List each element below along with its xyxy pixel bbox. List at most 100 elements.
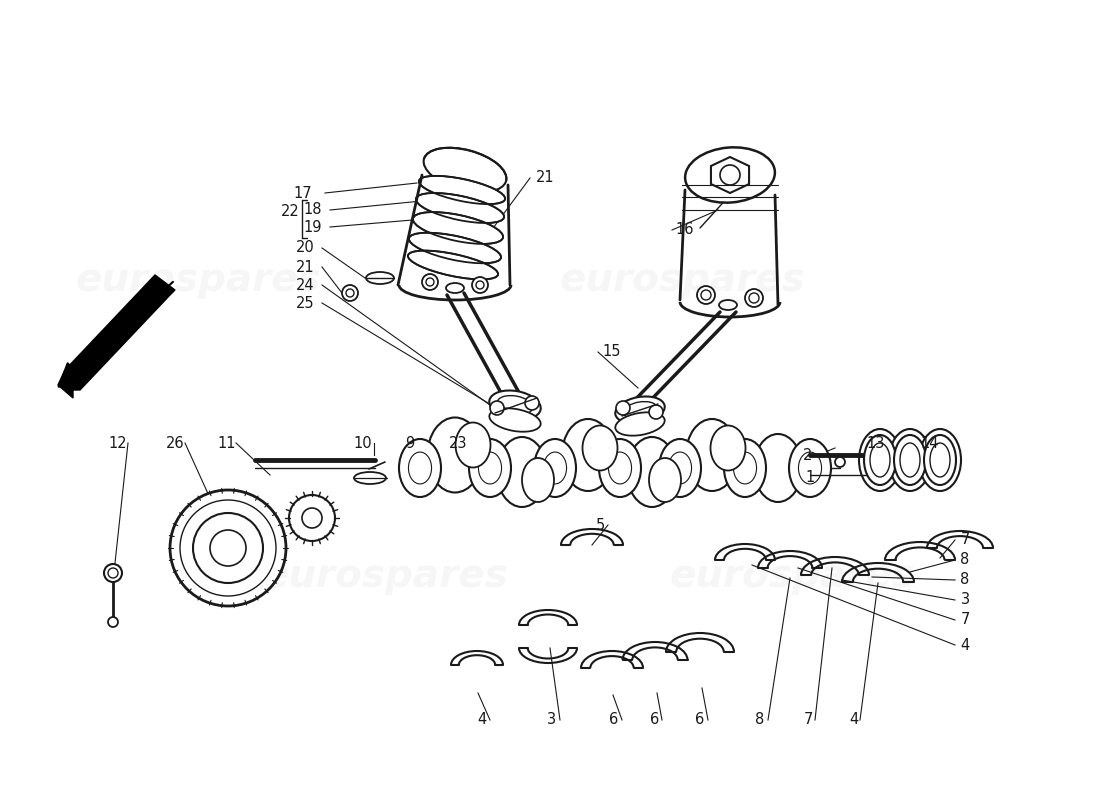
Ellipse shape xyxy=(889,429,931,491)
Circle shape xyxy=(720,165,740,185)
Text: 15: 15 xyxy=(603,345,622,359)
Ellipse shape xyxy=(490,390,541,419)
Text: 17: 17 xyxy=(294,186,312,201)
Ellipse shape xyxy=(409,233,500,263)
Ellipse shape xyxy=(497,437,547,507)
Text: 16: 16 xyxy=(675,222,694,238)
Text: 26: 26 xyxy=(166,435,185,450)
Ellipse shape xyxy=(522,458,554,502)
Text: 14: 14 xyxy=(921,435,939,450)
Ellipse shape xyxy=(754,434,802,502)
Ellipse shape xyxy=(918,429,961,491)
Text: 13: 13 xyxy=(867,435,886,450)
Ellipse shape xyxy=(424,148,506,192)
Ellipse shape xyxy=(469,439,512,497)
Circle shape xyxy=(745,289,763,307)
Circle shape xyxy=(210,530,246,566)
Ellipse shape xyxy=(399,439,441,497)
Circle shape xyxy=(649,405,663,419)
Text: 20: 20 xyxy=(296,241,315,255)
Text: 6: 6 xyxy=(609,713,618,727)
Ellipse shape xyxy=(859,429,901,491)
Circle shape xyxy=(472,277,488,293)
Text: 12: 12 xyxy=(109,435,128,450)
Ellipse shape xyxy=(534,439,576,497)
Ellipse shape xyxy=(615,412,664,436)
Text: 23: 23 xyxy=(449,435,468,450)
Text: 25: 25 xyxy=(296,295,315,310)
Circle shape xyxy=(104,564,122,582)
Circle shape xyxy=(108,617,118,627)
Text: 3: 3 xyxy=(548,713,557,727)
Text: 4: 4 xyxy=(477,713,486,727)
Text: 21: 21 xyxy=(296,259,315,274)
Text: 6: 6 xyxy=(695,713,705,727)
Text: 10: 10 xyxy=(354,435,372,450)
Circle shape xyxy=(835,457,845,467)
Ellipse shape xyxy=(711,426,746,470)
Ellipse shape xyxy=(659,439,701,497)
Ellipse shape xyxy=(428,418,483,493)
Text: 7: 7 xyxy=(960,533,970,547)
Circle shape xyxy=(342,285,358,301)
Ellipse shape xyxy=(627,437,676,507)
Ellipse shape xyxy=(416,193,504,223)
Ellipse shape xyxy=(562,419,614,491)
Text: 4: 4 xyxy=(849,713,859,727)
Polygon shape xyxy=(711,157,749,193)
Circle shape xyxy=(302,508,322,528)
Text: eurospares: eurospares xyxy=(75,261,321,299)
Ellipse shape xyxy=(366,272,394,284)
Circle shape xyxy=(170,490,286,606)
Circle shape xyxy=(180,500,276,596)
Text: 19: 19 xyxy=(304,219,322,234)
Ellipse shape xyxy=(419,176,505,204)
Text: 2: 2 xyxy=(803,447,813,462)
Text: 5: 5 xyxy=(595,518,605,533)
Ellipse shape xyxy=(446,283,464,293)
Ellipse shape xyxy=(583,426,617,470)
Ellipse shape xyxy=(924,435,956,485)
Ellipse shape xyxy=(864,435,896,485)
Ellipse shape xyxy=(894,435,926,485)
Text: 18: 18 xyxy=(304,202,322,218)
Text: 8: 8 xyxy=(756,713,764,727)
Ellipse shape xyxy=(649,458,681,502)
Text: 8: 8 xyxy=(960,573,969,587)
Text: 6: 6 xyxy=(650,713,660,727)
Ellipse shape xyxy=(686,419,738,491)
Circle shape xyxy=(616,401,630,415)
Text: 7: 7 xyxy=(960,613,970,627)
Polygon shape xyxy=(58,275,175,398)
Circle shape xyxy=(697,286,715,304)
Text: 8: 8 xyxy=(960,553,969,567)
Ellipse shape xyxy=(615,397,664,423)
Text: 7: 7 xyxy=(803,713,813,727)
Ellipse shape xyxy=(789,439,830,497)
Ellipse shape xyxy=(408,250,498,279)
Ellipse shape xyxy=(719,300,737,310)
Text: 4: 4 xyxy=(960,638,969,653)
Text: 1: 1 xyxy=(805,470,815,485)
Ellipse shape xyxy=(600,439,641,497)
Circle shape xyxy=(422,274,438,290)
Text: eurospares: eurospares xyxy=(262,557,508,595)
Text: 3: 3 xyxy=(960,593,969,607)
Ellipse shape xyxy=(412,212,503,244)
Text: eurospares: eurospares xyxy=(669,557,915,595)
Text: 11: 11 xyxy=(218,435,236,450)
Text: 21: 21 xyxy=(536,170,554,186)
Ellipse shape xyxy=(354,472,386,484)
Text: eurospares: eurospares xyxy=(559,261,805,299)
Circle shape xyxy=(525,396,539,410)
Text: 24: 24 xyxy=(296,278,315,293)
Circle shape xyxy=(192,513,263,583)
Text: 22: 22 xyxy=(280,205,299,219)
Ellipse shape xyxy=(724,439,766,497)
Text: 9: 9 xyxy=(406,435,415,450)
Ellipse shape xyxy=(685,147,774,202)
Circle shape xyxy=(490,401,504,415)
Circle shape xyxy=(289,495,336,541)
Ellipse shape xyxy=(490,408,541,432)
Ellipse shape xyxy=(455,422,491,467)
